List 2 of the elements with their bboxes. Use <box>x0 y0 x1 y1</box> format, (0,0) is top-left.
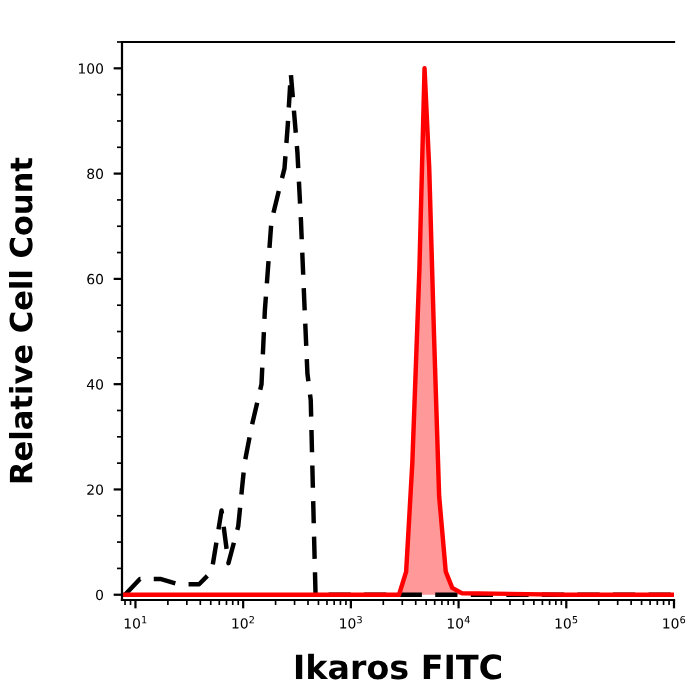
x-axis-title: Ikaros FITC <box>295 653 501 680</box>
y-axis-title: Relative Cell Count <box>8 157 33 483</box>
